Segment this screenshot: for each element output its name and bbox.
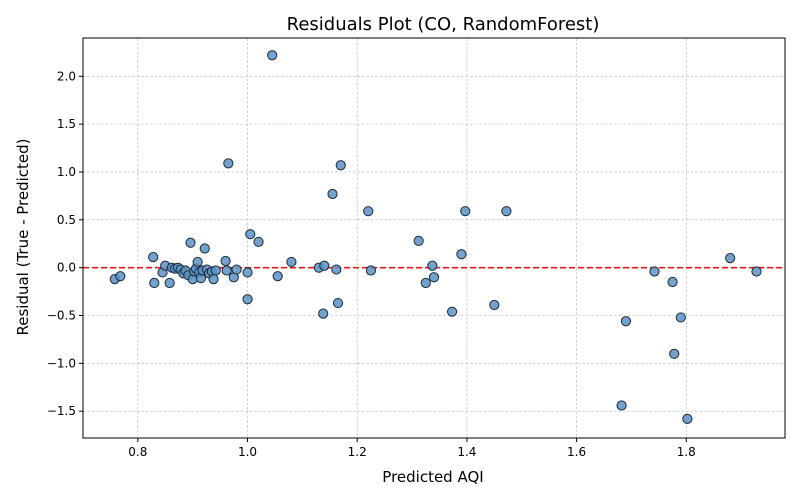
data-point [149, 277, 160, 289]
data-point [199, 243, 210, 254]
data-point [318, 308, 329, 319]
data-point [501, 206, 512, 217]
data-point [327, 188, 338, 200]
data-point [460, 206, 471, 217]
data-point [210, 265, 221, 276]
y-tick-label: −1.5 [47, 404, 76, 418]
x-tick-label: 1.0 [238, 445, 257, 459]
data-point [164, 277, 175, 289]
x-tick-label: 0.8 [128, 445, 147, 459]
data-point [220, 255, 231, 267]
data-point [221, 265, 232, 276]
data-point [245, 229, 256, 240]
data-point [620, 316, 632, 327]
data-point [616, 400, 627, 411]
data-point [725, 252, 736, 264]
plot-frame [82, 37, 786, 439]
data-point [208, 274, 219, 285]
x-tick-label: 1.6 [567, 445, 586, 459]
data-point [242, 294, 253, 305]
data-point [682, 413, 693, 424]
data-point [428, 272, 440, 283]
x-axis-ticks: 0.8 1.0 1.2 1.4 1.6 1.8 [128, 438, 696, 459]
data-point [319, 260, 330, 271]
data-point [272, 271, 283, 282]
data-point [148, 252, 159, 263]
y-tick-label: 2.0 [57, 69, 76, 83]
data-point [335, 160, 346, 171]
chart-title: Residuals Plot (CO, RandomForest) [287, 14, 600, 35]
data-point [446, 306, 458, 317]
data-point [242, 267, 253, 278]
data-point [331, 264, 342, 275]
y-tick-label: 1.0 [57, 165, 76, 179]
data-point [363, 206, 374, 217]
y-tick-label: −0.5 [47, 309, 76, 323]
data-point [751, 266, 762, 277]
data-point [332, 297, 344, 309]
data-point [286, 256, 297, 268]
y-axis-label: Residual (True - Predicted) [14, 138, 32, 335]
x-tick-label: 1.4 [457, 445, 476, 459]
y-tick-label: −1.0 [47, 356, 76, 370]
data-point [267, 50, 278, 61]
data-point [192, 256, 203, 268]
x-tick-label: 1.2 [348, 445, 367, 459]
data-point [413, 235, 424, 246]
data-point [223, 158, 234, 169]
y-tick-label: 0.5 [57, 213, 76, 227]
x-tick-label: 1.8 [677, 445, 696, 459]
data-point [456, 249, 467, 260]
data-point [253, 236, 264, 247]
data-point [231, 264, 242, 275]
data-point [365, 265, 377, 276]
data-point [489, 299, 500, 311]
y-tick-label: 1.5 [57, 117, 76, 131]
data-point [669, 348, 680, 359]
data-points [109, 50, 762, 424]
data-point [675, 312, 686, 323]
data-point [427, 260, 438, 271]
y-tick-label: 0.0 [57, 261, 76, 275]
data-point [115, 271, 126, 282]
data-point [420, 277, 431, 289]
y-axis-ticks: −1.5 −1.0 −0.5 0.0 0.5 1.0 1.5 2.0 [47, 69, 83, 418]
data-point [667, 276, 678, 288]
x-axis-label: Predicted AQI [382, 468, 483, 486]
data-point [185, 237, 196, 248]
grid [83, 38, 785, 438]
data-point [649, 266, 660, 277]
